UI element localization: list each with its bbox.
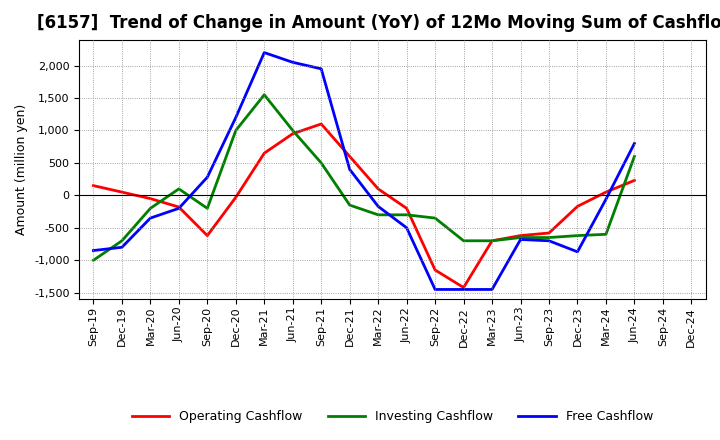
Operating Cashflow bbox=[602, 190, 611, 195]
Operating Cashflow bbox=[459, 285, 468, 290]
Free Cashflow bbox=[516, 237, 525, 242]
Free Cashflow bbox=[317, 66, 325, 71]
Operating Cashflow bbox=[545, 231, 554, 236]
Investing Cashflow bbox=[487, 238, 496, 243]
Investing Cashflow bbox=[630, 154, 639, 159]
Free Cashflow bbox=[174, 205, 183, 211]
Investing Cashflow bbox=[346, 202, 354, 208]
Investing Cashflow bbox=[573, 233, 582, 238]
Investing Cashflow bbox=[117, 238, 126, 243]
Free Cashflow bbox=[260, 50, 269, 55]
Operating Cashflow bbox=[402, 205, 411, 211]
Investing Cashflow bbox=[431, 216, 439, 221]
Free Cashflow bbox=[459, 287, 468, 292]
Investing Cashflow bbox=[260, 92, 269, 97]
Free Cashflow bbox=[232, 115, 240, 120]
Free Cashflow bbox=[289, 60, 297, 65]
Y-axis label: Amount (million yen): Amount (million yen) bbox=[15, 104, 28, 235]
Operating Cashflow bbox=[203, 233, 212, 238]
Investing Cashflow bbox=[545, 235, 554, 240]
Operating Cashflow bbox=[374, 186, 382, 191]
Investing Cashflow bbox=[516, 235, 525, 240]
Operating Cashflow bbox=[174, 205, 183, 210]
Operating Cashflow bbox=[232, 194, 240, 200]
Investing Cashflow bbox=[203, 205, 212, 211]
Operating Cashflow bbox=[146, 196, 155, 201]
Investing Cashflow bbox=[232, 128, 240, 133]
Free Cashflow bbox=[630, 141, 639, 146]
Operating Cashflow bbox=[117, 190, 126, 195]
Title: [6157]  Trend of Change in Amount (YoY) of 12Mo Moving Sum of Cashflows: [6157] Trend of Change in Amount (YoY) o… bbox=[37, 15, 720, 33]
Investing Cashflow bbox=[402, 212, 411, 217]
Operating Cashflow bbox=[630, 178, 639, 183]
Line: Investing Cashflow: Investing Cashflow bbox=[94, 95, 634, 260]
Line: Free Cashflow: Free Cashflow bbox=[94, 52, 634, 290]
Free Cashflow bbox=[487, 287, 496, 292]
Operating Cashflow bbox=[89, 183, 98, 188]
Operating Cashflow bbox=[260, 150, 269, 156]
Free Cashflow bbox=[346, 167, 354, 172]
Free Cashflow bbox=[146, 216, 155, 221]
Operating Cashflow bbox=[346, 154, 354, 159]
Free Cashflow bbox=[431, 287, 439, 292]
Legend: Operating Cashflow, Investing Cashflow, Free Cashflow: Operating Cashflow, Investing Cashflow, … bbox=[127, 405, 658, 428]
Investing Cashflow bbox=[174, 186, 183, 191]
Free Cashflow bbox=[402, 225, 411, 231]
Free Cashflow bbox=[573, 249, 582, 254]
Investing Cashflow bbox=[602, 231, 611, 237]
Free Cashflow bbox=[545, 238, 554, 243]
Free Cashflow bbox=[117, 245, 126, 250]
Free Cashflow bbox=[89, 248, 98, 253]
Investing Cashflow bbox=[317, 160, 325, 165]
Investing Cashflow bbox=[459, 238, 468, 243]
Investing Cashflow bbox=[374, 212, 382, 217]
Operating Cashflow bbox=[431, 268, 439, 273]
Free Cashflow bbox=[203, 175, 212, 180]
Investing Cashflow bbox=[146, 205, 155, 211]
Operating Cashflow bbox=[516, 233, 525, 238]
Operating Cashflow bbox=[487, 238, 496, 243]
Free Cashflow bbox=[374, 204, 382, 209]
Investing Cashflow bbox=[289, 128, 297, 133]
Free Cashflow bbox=[602, 197, 611, 202]
Operating Cashflow bbox=[289, 131, 297, 136]
Operating Cashflow bbox=[573, 204, 582, 209]
Operating Cashflow bbox=[317, 121, 325, 127]
Line: Operating Cashflow: Operating Cashflow bbox=[94, 124, 634, 287]
Investing Cashflow bbox=[89, 258, 98, 263]
